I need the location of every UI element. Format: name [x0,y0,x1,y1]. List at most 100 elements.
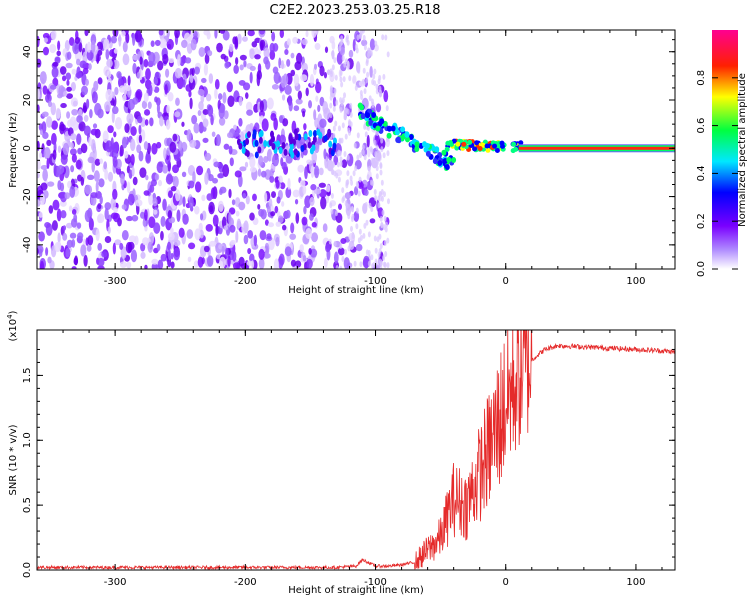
heat-cell [177,140,183,151]
heat-cell [239,64,244,71]
heat-cell [43,147,51,160]
snr-x-ticks: -300 -200 -100 0 100 [36,330,663,588]
heat-cell [40,182,48,191]
heat-cell [50,30,57,41]
heat-cell [357,181,364,189]
signal-cell [323,135,328,143]
heat-cell [354,84,358,91]
heat-cell [344,58,348,65]
heat-cell [121,136,128,149]
heat-cell [256,73,261,87]
heat-cell [38,211,43,218]
signal-cell [395,136,401,143]
heat-cell [380,179,384,186]
heat-cell [353,211,360,222]
signal-cell [485,147,491,153]
heat-cell [258,248,265,260]
heat-cell [204,172,209,185]
heat-cell [151,263,158,269]
signal-cell [332,142,337,150]
heat-cell [198,222,203,232]
heat-cell [337,176,341,183]
heat-cell [218,162,224,173]
heat-cell [99,158,104,164]
signal-cell [425,150,431,157]
heat-cell [335,265,339,269]
heat-cell [215,224,219,237]
heat-cell [295,98,303,105]
heat-cell [278,115,284,124]
signal-cell [254,151,259,159]
heat-cell [158,30,164,36]
heat-cell [343,150,347,157]
heat-cell [371,78,375,85]
heat-cell [261,118,269,132]
heat-cell [292,189,300,198]
signal-cell [307,141,312,149]
heat-cell [313,165,320,179]
heat-cell [356,132,360,139]
heat-cell [55,107,61,120]
heat-cell [334,74,338,81]
heat-cell [268,198,273,208]
signal-cell [270,130,275,138]
x-tick-label: -300 [104,276,127,287]
heat-cell [216,42,223,53]
heat-cell [218,93,223,100]
heat-cell [286,59,291,67]
heat-cell [70,142,74,149]
signal-cell [293,148,298,156]
heat-cell [119,85,126,93]
heat-cell [71,266,77,269]
heat-cell [376,264,380,269]
heat-cell [276,196,281,204]
heat-cell [344,133,348,140]
heat-cell [131,166,135,177]
signal-cell [408,134,414,141]
heat-cell [121,204,127,210]
heat-cell [156,161,164,173]
heat-cell [336,161,340,168]
heat-cell [305,30,309,38]
y-tick-label: 0 [22,145,33,151]
colorbar-ticks: 0.0 0.2 0.4 0.6 0.8 [696,70,738,277]
signal-cell [477,146,483,152]
heat-cell [305,87,309,97]
heat-cell [116,71,122,79]
heat-cell [249,156,256,169]
heat-cell [227,255,231,267]
heat-cell [179,56,185,67]
heat-cell [52,77,59,87]
heat-cell [294,61,302,71]
heat-cell [205,93,212,102]
signal-cell [360,113,366,120]
heat-cell [71,209,77,215]
heat-cell [186,129,192,142]
heat-cell [125,241,133,254]
heat-cell [330,50,334,57]
heat-cell [198,100,204,111]
heat-cell [194,66,200,75]
heat-cell [363,123,367,130]
heat-cell [125,32,130,44]
heat-cell [145,153,152,164]
heat-cell [208,201,215,215]
heat-cell [259,230,267,241]
heat-cell [285,209,291,219]
heat-cell [114,239,122,246]
heat-cell [383,239,387,246]
heat-cell [71,108,78,116]
heat-cell [363,207,367,214]
heat-cell [347,127,351,134]
heat-cell [119,242,124,250]
heat-cell [297,164,305,173]
heat-cell [363,222,367,229]
heat-cell [126,181,131,194]
heat-cell [238,117,243,127]
heat-cell [290,52,295,59]
heat-cell [301,38,308,46]
heat-cell [313,63,318,70]
heat-cell [370,254,374,261]
heat-cell [259,30,265,35]
heat-cell [323,107,331,120]
